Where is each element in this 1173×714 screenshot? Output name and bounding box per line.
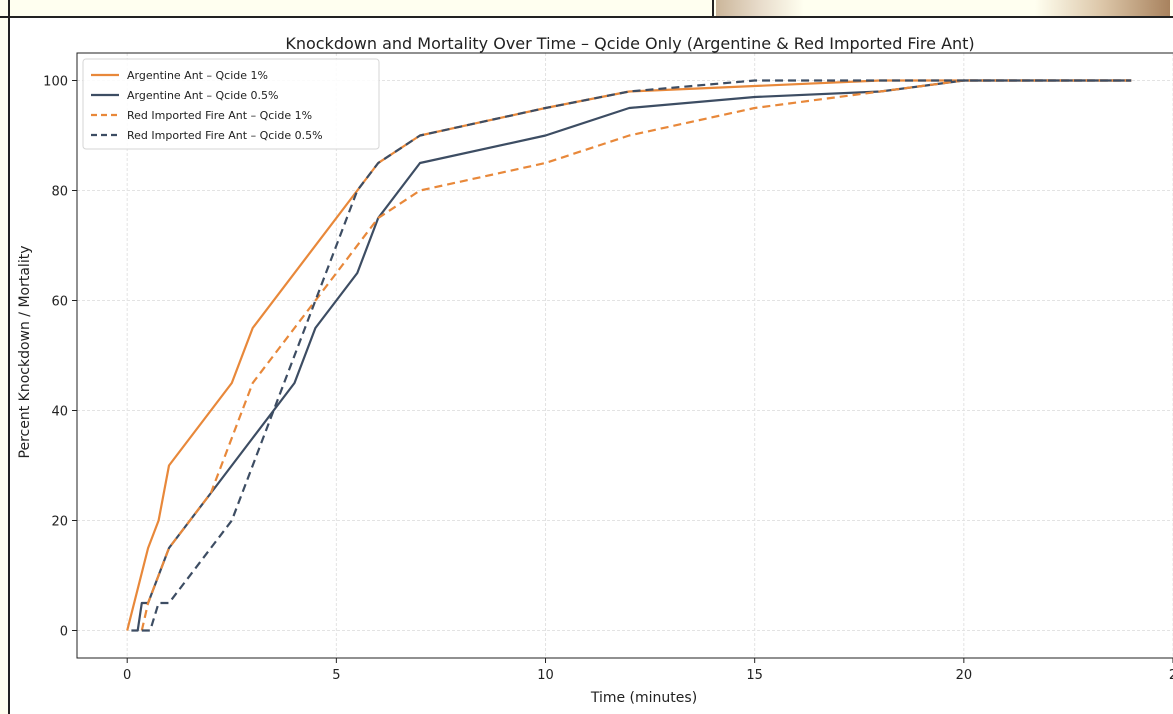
legend-label: Argentine Ant – Qcide 0.5% — [127, 89, 278, 102]
y-tick-label: 60 — [51, 295, 68, 310]
x-axis-label: Time (minutes) — [590, 690, 697, 706]
line-chart: Knockdown and Mortality Over Time – Qcid… — [17, 34, 1173, 706]
chart-title: Knockdown and Mortality Over Time – Qcid… — [285, 34, 974, 53]
y-tick-label: 40 — [51, 405, 68, 420]
plot-frame — [76, 52, 1173, 659]
series-line-4 — [141, 79, 1132, 632]
y-axis-label: Percent Knockdown / Mortality — [17, 246, 33, 459]
legend-box — [82, 58, 380, 150]
divider-left — [8, 0, 10, 714]
legend-label: Argentine Ant – Qcide 1% — [127, 69, 268, 82]
chart-panel: Knockdown and Mortality Over Time – Qcid… — [10, 18, 1173, 714]
x-tick-label: 15 — [746, 668, 763, 683]
x-tick-label: 10 — [537, 668, 554, 683]
y-tick-label: 0 — [60, 625, 68, 640]
x-tick-label: 20 — [956, 668, 973, 683]
divider-top — [0, 16, 1173, 18]
legend-label: Red Imported Fire Ant – Qcide 1% — [127, 109, 312, 122]
y-tick-label: 100 — [43, 75, 68, 90]
series-line-1 — [126, 79, 1132, 631]
axis-ticks: 051015202020406080100 — [43, 75, 1173, 683]
x-tick-label: 0 — [123, 668, 131, 683]
series-lines — [126, 79, 1132, 632]
cropped-photo-right — [1035, 0, 1170, 16]
x-tick-label: 5 — [332, 668, 340, 683]
legend: Argentine Ant – Qcide 1% Argentine Ant – … — [82, 58, 380, 150]
divider-tab — [712, 0, 714, 18]
series-line-2 — [131, 79, 1132, 632]
x-tick-label: 2 — [1169, 668, 1173, 683]
y-tick-label: 20 — [51, 515, 68, 530]
top-strip — [0, 0, 1173, 18]
legend-label: Red Imported Fire Ant – Qcide 0.5% — [127, 129, 323, 142]
cropped-photo-left — [716, 0, 826, 16]
y-tick-label: 80 — [51, 185, 68, 200]
series-line-3 — [140, 79, 1132, 631]
